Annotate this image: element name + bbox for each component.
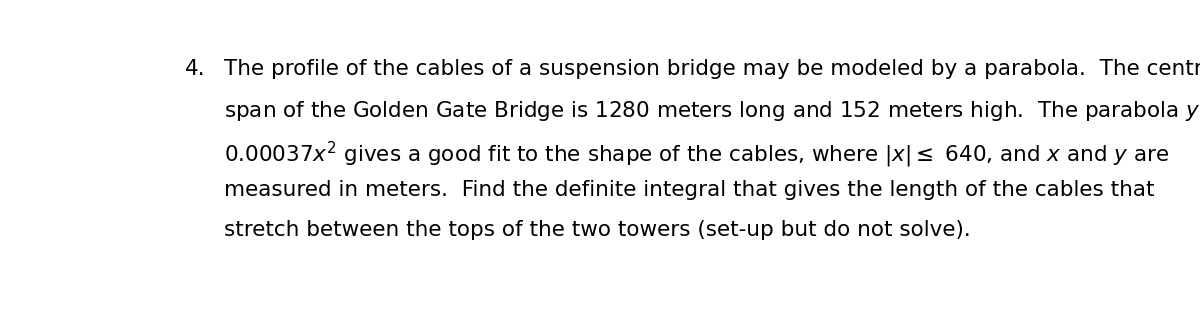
Text: $0.00037x^2$ gives a good fit to the shape of the cables, where $|x| \leq$ 640, : $0.00037x^2$ gives a good fit to the sha… <box>223 139 1169 170</box>
Text: measured in meters.  Find the definite integral that gives the length of the cab: measured in meters. Find the definite in… <box>223 180 1154 200</box>
Text: The profile of the cables of a suspension bridge may be modeled by a parabola.  : The profile of the cables of a suspensio… <box>223 60 1200 80</box>
Text: stretch between the tops of the two towers (set-up but do not solve).: stretch between the tops of the two towe… <box>223 220 971 240</box>
Text: 4.: 4. <box>185 60 205 80</box>
Text: span of the Golden Gate Bridge is 1280 meters long and 152 meters high.  The par: span of the Golden Gate Bridge is 1280 m… <box>223 99 1200 123</box>
